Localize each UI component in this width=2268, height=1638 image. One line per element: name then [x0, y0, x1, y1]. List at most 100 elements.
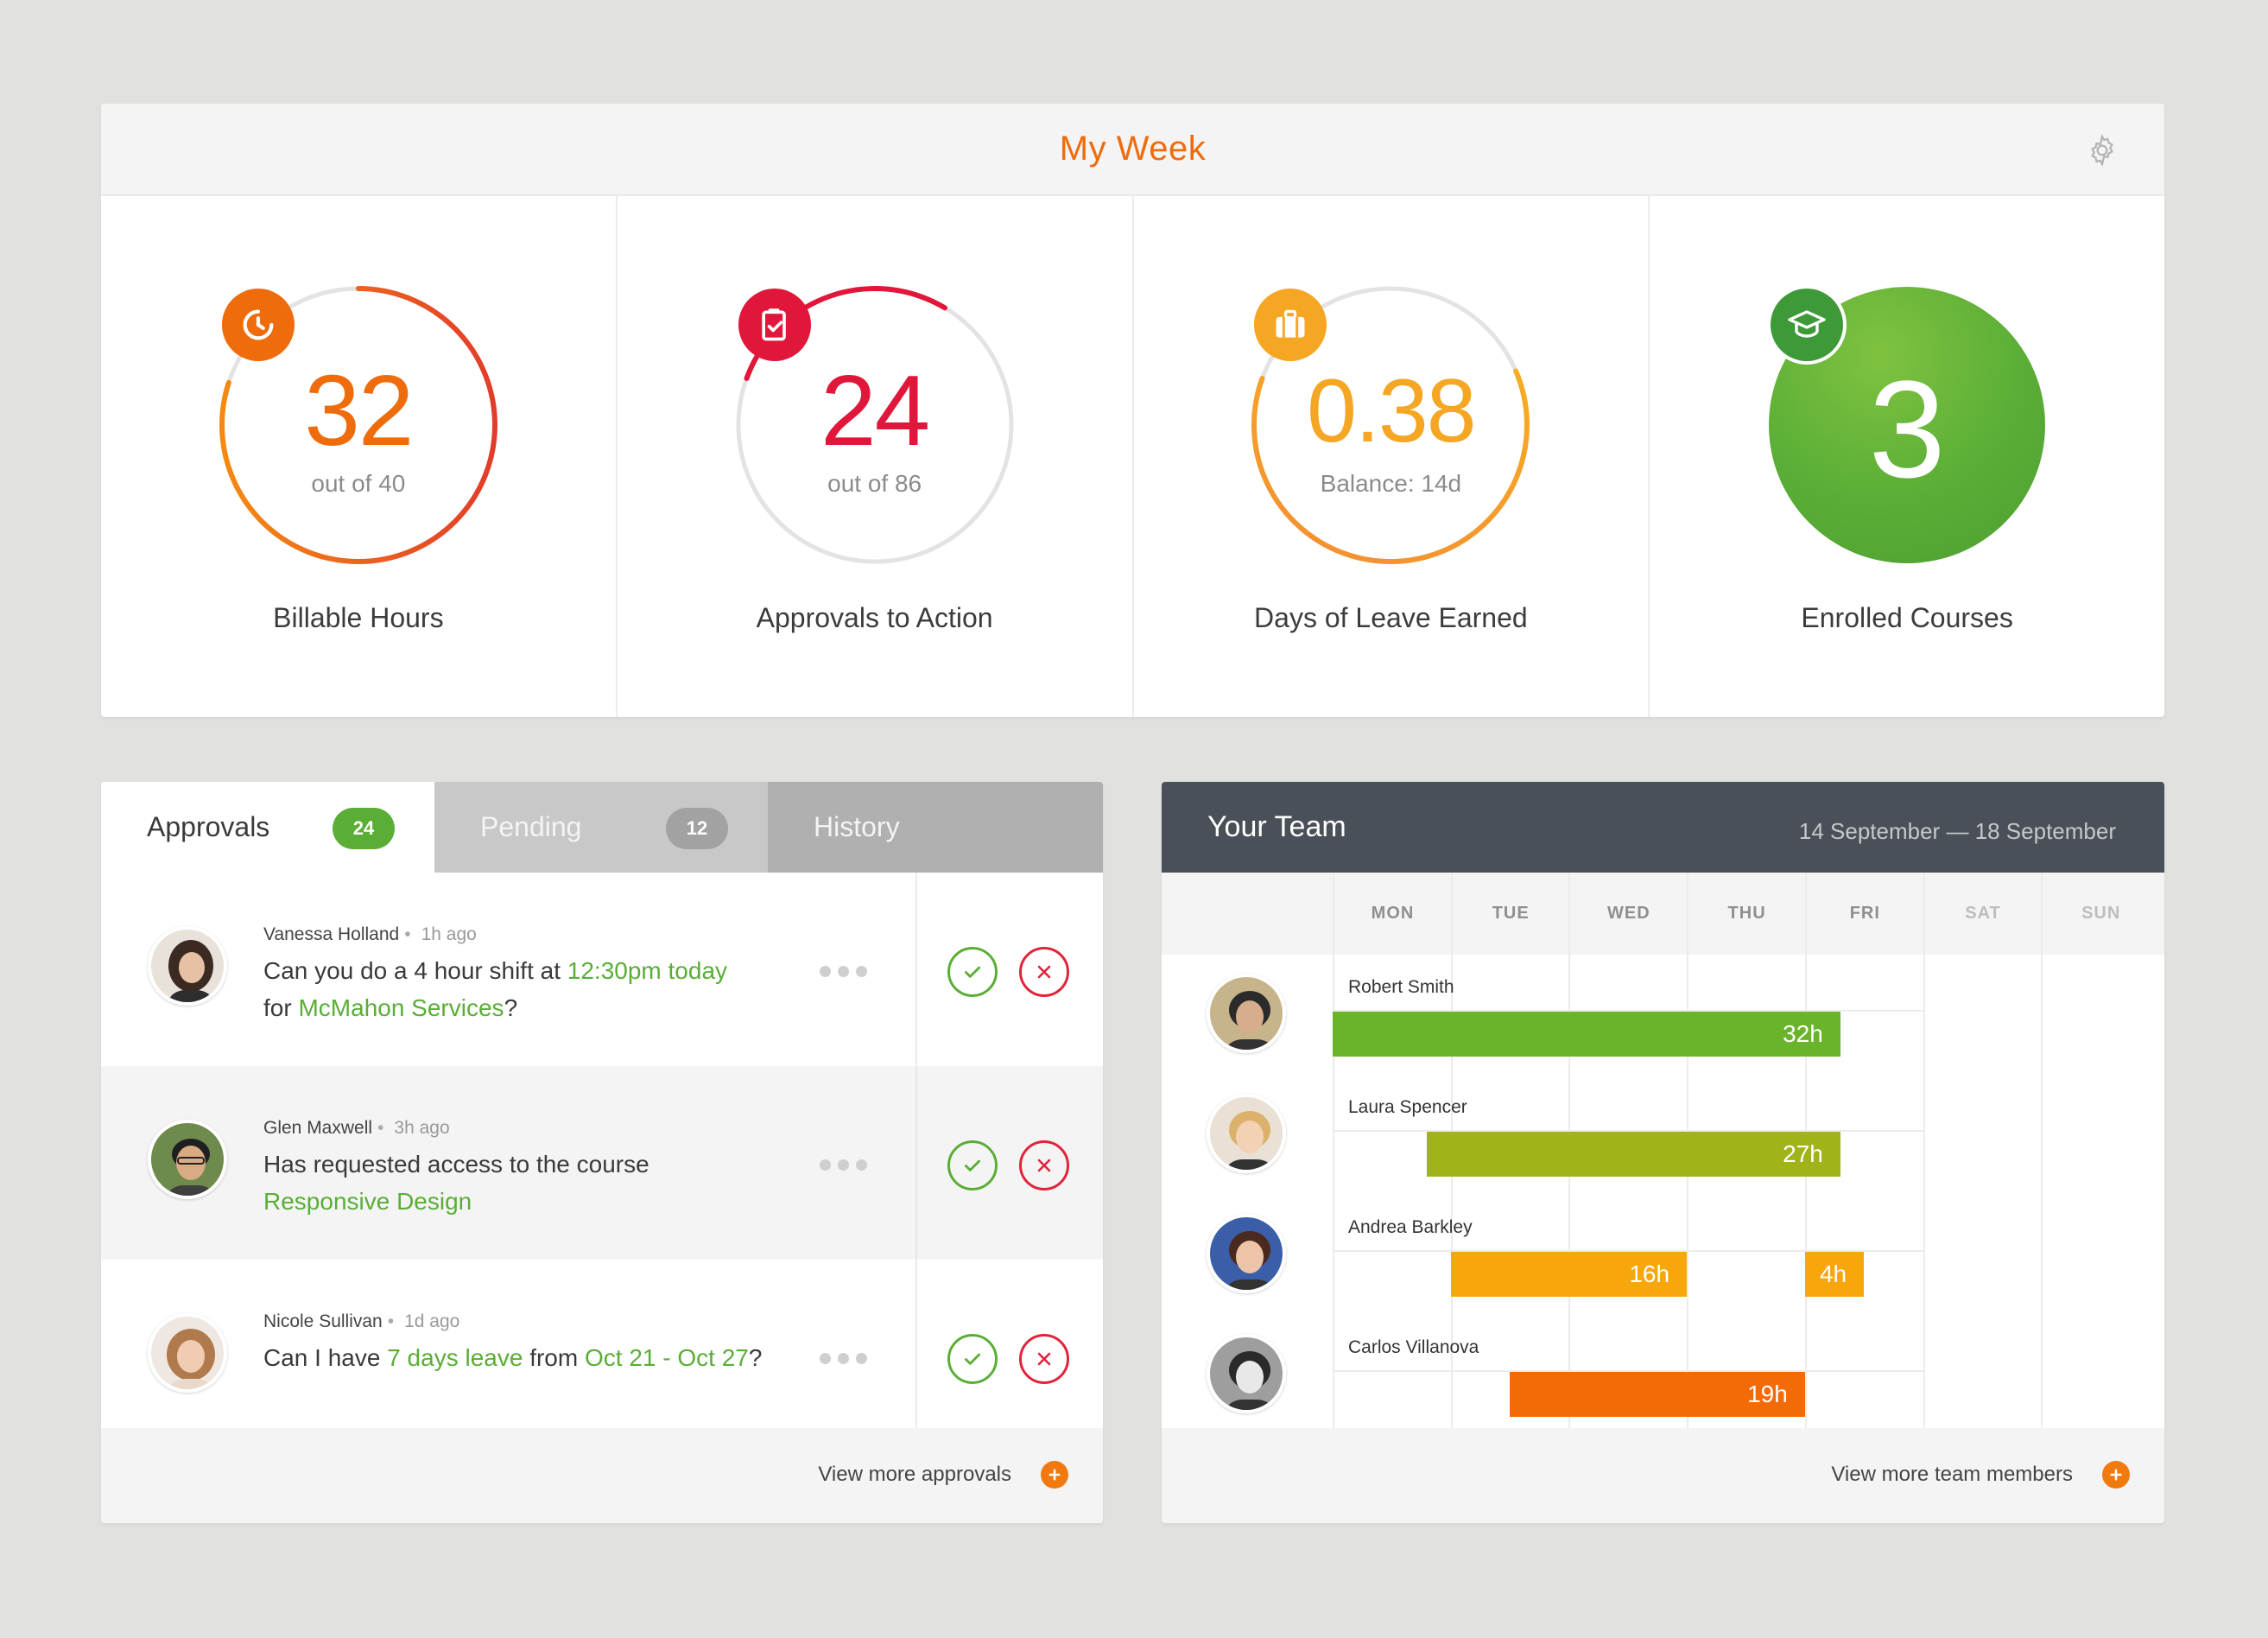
approval-item[interactable]: Glen Maxwell • 3h ago Has requested access…	[101, 1066, 1103, 1260]
message-text: for	[263, 994, 299, 1021]
hours-bar[interactable]: 32h	[1333, 1012, 1840, 1057]
timestamp: 1h ago	[421, 924, 477, 944]
divider	[915, 1260, 917, 1428]
progress-ring: 32 out of 40	[212, 278, 505, 572]
tab-label: Pending	[480, 811, 582, 842]
stat-label: Days of Leave Earned	[1254, 602, 1528, 633]
requester-name: Nicole Sullivan	[263, 1311, 383, 1331]
highlight-time[interactable]: 12:30pm today	[567, 957, 728, 984]
check-icon	[965, 966, 980, 978]
clipboard-badge	[738, 289, 811, 361]
day-header-wed: WED	[1607, 904, 1650, 923]
ring-chart	[219, 286, 497, 564]
reject-button[interactable]	[1019, 947, 1069, 997]
day-header-sat: SAT	[1965, 904, 2001, 923]
day-header-mon: MON	[1371, 904, 1415, 923]
hours-bar[interactable]: 27h	[1427, 1132, 1840, 1177]
stat-billable-hours[interactable]: 32 out of 40 Billable Hours	[101, 196, 618, 717]
separator-dot: •	[377, 1118, 384, 1138]
close-icon	[1037, 965, 1051, 979]
day-header-fri: FRI	[1849, 904, 1880, 923]
weekday-header: MON TUE WED THU FRI SAT SUN	[1162, 873, 2164, 955]
view-more-approvals-link[interactable]: View more approvals	[818, 1461, 1068, 1489]
avatar	[148, 1313, 227, 1393]
person-photo	[151, 930, 224, 1002]
avatar[interactable]	[1207, 1094, 1286, 1173]
hours-bar[interactable]: 16h	[1450, 1252, 1688, 1297]
stat-enrolled-courses[interactable]: 3 Enrolled Courses	[1650, 196, 2164, 717]
close-icon	[1037, 1159, 1051, 1172]
avatar[interactable]	[1207, 1334, 1286, 1413]
hours-bar[interactable]: 4h	[1804, 1252, 1865, 1297]
stat-value: 24	[820, 354, 930, 467]
highlight-client[interactable]: McMahon Services	[298, 994, 504, 1021]
suitcase-badge	[1254, 289, 1327, 361]
grid-line	[1923, 873, 1925, 1428]
message-text: Can you do a 4 hour shift at	[263, 957, 567, 984]
timestamp: 1d ago	[404, 1311, 460, 1331]
approve-button[interactable]	[947, 947, 998, 997]
approval-item[interactable]: Vanessa Holland • 1h ago Can you do a 4 ho…	[101, 873, 1103, 1066]
ring-chart	[1251, 286, 1530, 564]
more-options-button[interactable]	[820, 1159, 867, 1171]
separator-dot: •	[404, 924, 411, 944]
footer-link-label: View more approvals	[818, 1463, 1011, 1486]
count-badge: 12	[666, 808, 728, 849]
message-text: Has requested access to the course	[263, 1151, 649, 1178]
plus-circle-icon	[2102, 1461, 2130, 1489]
stat-value: 3	[1868, 352, 1946, 506]
graduation-badge	[1771, 289, 1844, 361]
grid-line	[2041, 873, 2043, 1428]
stat-days-of-leave[interactable]: 0.38 Balance: 14d Days of Leave Earned	[1134, 196, 1650, 717]
requester-name: Vanessa Holland	[263, 924, 400, 944]
divider	[915, 873, 917, 1066]
approval-meta: Vanessa Holland • 1h ago	[263, 924, 477, 945]
highlight-course[interactable]: Responsive Design	[263, 1188, 472, 1215]
stat-label: Billable Hours	[273, 602, 444, 633]
day-header-sun: SUN	[2081, 904, 2121, 923]
stat-label: Enrolled Courses	[1801, 602, 2013, 633]
my-week-header: My Week	[101, 104, 2164, 196]
person-photo	[1210, 977, 1283, 1050]
tab-approvals[interactable]: Approvals 24	[101, 782, 434, 873]
avatar	[148, 1120, 227, 1199]
approval-message: Has requested access to the course Respo…	[263, 1146, 782, 1220]
highlight-dates[interactable]: Oct 21 - Oct 27	[584, 1344, 749, 1371]
view-more-team-link[interactable]: View more team members	[1831, 1461, 2130, 1489]
approvals-panel: Approvals 24 Pending 12 History Vanessa …	[101, 782, 1103, 1523]
clock-badge	[221, 289, 295, 361]
stat-label: Approvals to Action	[756, 602, 993, 633]
more-options-button[interactable]	[820, 966, 867, 977]
stat-approvals-to-action[interactable]: 24 out of 86 Approvals to Action	[618, 196, 1134, 717]
approval-item[interactable]: Nicole Sullivan • 1d ago Can I have 7 days…	[101, 1260, 1103, 1428]
message-text: ?	[748, 1344, 763, 1371]
member-name: Robert Smith	[1348, 977, 1454, 997]
avatar[interactable]	[1207, 1214, 1286, 1293]
reject-button[interactable]	[1019, 1334, 1069, 1384]
message-text: Can I have	[263, 1344, 388, 1371]
person-photo	[151, 1317, 224, 1389]
highlight-leave[interactable]: 7 days leave	[387, 1344, 523, 1371]
row-divider	[1334, 1370, 1924, 1372]
tab-history[interactable]: History	[768, 782, 1103, 873]
approvals-tabs: Approvals 24 Pending 12 History	[101, 782, 1103, 873]
hours-bar[interactable]: 19h	[1510, 1372, 1805, 1417]
avatar[interactable]	[1207, 974, 1286, 1053]
clock-icon	[243, 309, 274, 340]
reject-button[interactable]	[1019, 1140, 1069, 1190]
avatar	[148, 926, 227, 1006]
grid-line	[1333, 873, 1334, 1428]
tab-label: History	[814, 811, 900, 842]
close-icon	[1037, 1352, 1051, 1366]
settings-button[interactable]	[2085, 133, 2119, 168]
tab-pending[interactable]: Pending 12	[434, 782, 768, 873]
member-name: Laura Spencer	[1348, 1097, 1467, 1117]
day-header-thu: THU	[1727, 904, 1766, 923]
approve-button[interactable]	[947, 1334, 998, 1384]
approve-button[interactable]	[947, 1140, 998, 1190]
progress-ring: 0.38 Balance: 14d	[1244, 278, 1537, 572]
member-name: Andrea Barkley	[1348, 1217, 1473, 1237]
approval-message: Can you do a 4 hour shift at 12:30pm tod…	[263, 952, 782, 1026]
date-range[interactable]: 14 September — 18 September	[1798, 818, 2116, 844]
more-options-button[interactable]	[820, 1353, 867, 1364]
